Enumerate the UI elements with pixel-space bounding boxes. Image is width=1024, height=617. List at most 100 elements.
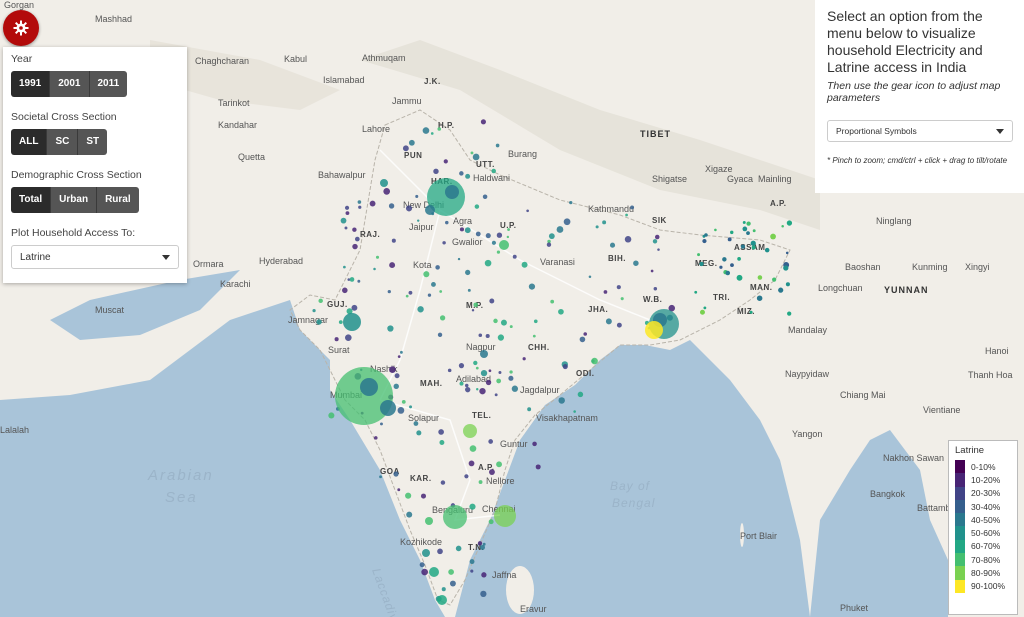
year-1991-button[interactable]: 1991: [11, 71, 51, 97]
city-label: Lalalah: [0, 425, 29, 435]
city-symbol[interactable]: [380, 400, 396, 416]
district-dot: [397, 355, 401, 358]
district-dot: [357, 279, 361, 283]
district-dot: [488, 439, 494, 444]
district-dot: [548, 233, 555, 240]
city-symbol[interactable]: [422, 549, 430, 557]
district-dot: [373, 267, 376, 271]
year-2001-button[interactable]: 2001: [50, 71, 90, 97]
map-type-select[interactable]: Proportional Symbols: [827, 120, 1013, 142]
district-dot: [464, 474, 469, 479]
district-dot: [408, 139, 415, 146]
city-label: Quetta: [238, 152, 265, 162]
district-dot: [343, 265, 346, 269]
city-label: Haldwani: [473, 173, 510, 183]
city-label: Jamnagar: [288, 315, 328, 325]
district-dot: [449, 580, 456, 587]
district-dot: [535, 464, 541, 470]
info-subtitle: Then use the gear icon to adjust map par…: [827, 80, 1001, 104]
societal-sc-button[interactable]: SC: [47, 129, 79, 155]
city-label: Jaffna: [492, 570, 516, 580]
legend-swatch: [955, 539, 965, 554]
city-label: Ormara: [193, 259, 224, 269]
district-dot: [482, 194, 488, 199]
city-label: Yangon: [792, 429, 822, 439]
district-dot: [697, 253, 701, 257]
district-dot: [387, 289, 391, 294]
city-label: Athmuqam: [362, 53, 406, 63]
city-label: Baoshan: [845, 262, 881, 272]
district-dot: [480, 119, 486, 125]
societal-all-button[interactable]: ALL: [11, 129, 48, 155]
district-dot: [344, 226, 348, 230]
district-dot: [393, 471, 399, 477]
demographic-urban-button[interactable]: Urban: [51, 187, 98, 213]
chevron-down-icon: [162, 254, 170, 260]
district-dot: [725, 270, 731, 276]
state-label: TEL.: [472, 411, 491, 420]
city-symbol[interactable]: [480, 350, 488, 358]
district-dot: [474, 204, 480, 209]
district-dot: [447, 368, 452, 373]
access-select[interactable]: Latrine: [11, 245, 179, 269]
district-dot: [406, 511, 413, 518]
city-symbol[interactable]: [343, 313, 361, 331]
access-select-value: Latrine: [20, 251, 51, 263]
district-dot: [786, 220, 793, 226]
legend-row: 80-90%: [955, 566, 1011, 580]
city-symbol[interactable]: [360, 378, 378, 396]
city-symbol[interactable]: [463, 424, 477, 438]
district-dot: [563, 218, 571, 226]
city-symbol[interactable]: [494, 505, 516, 527]
district-dot: [750, 240, 756, 246]
district-dot: [497, 334, 505, 341]
district-dot: [772, 277, 777, 282]
district-dot: [521, 261, 528, 268]
district-dot: [704, 233, 708, 237]
legend-label: 70-80%: [971, 554, 1001, 565]
label-bay-1: Bay of: [610, 479, 651, 493]
district-dot: [421, 568, 428, 576]
city-symbol[interactable]: [437, 595, 447, 605]
legend-row: 20-30%: [955, 486, 1011, 500]
year-2011-button[interactable]: 2011: [89, 71, 128, 97]
legend-swatch: [955, 526, 965, 540]
demographic-total-button[interactable]: Total: [11, 187, 52, 213]
district-dot: [469, 559, 475, 565]
city-symbol[interactable]: [335, 367, 393, 425]
district-dot: [470, 569, 474, 573]
legend-swatch: [955, 473, 965, 487]
city-label: Islamabad: [323, 75, 365, 85]
district-dot: [602, 220, 607, 225]
gear-button[interactable]: [3, 10, 39, 46]
city-label: Eravur: [520, 604, 547, 614]
legend-row: 60-70%: [955, 539, 1011, 554]
city-symbol[interactable]: [443, 505, 467, 529]
district-dot: [469, 445, 477, 452]
city-symbol[interactable]: [425, 205, 435, 215]
state-label: MEG.: [695, 259, 717, 268]
district-dot: [654, 234, 660, 240]
proportional-symbols[interactable]: [335, 178, 679, 605]
district-dot: [652, 239, 658, 244]
district-dot: [443, 159, 448, 164]
city-symbol[interactable]: [499, 240, 509, 250]
city-symbol[interactable]: [645, 321, 663, 339]
city-symbol[interactable]: [425, 517, 433, 525]
district-dot: [455, 545, 462, 552]
district-dot: [756, 295, 763, 301]
city-label: Visakhapatnam: [536, 413, 598, 423]
district-dot: [465, 386, 471, 393]
demographic-rural-button[interactable]: Rural: [97, 187, 139, 213]
city-symbol[interactable]: [380, 179, 388, 187]
district-dot: [475, 366, 479, 370]
city-symbol[interactable]: [429, 567, 439, 577]
district-dot: [694, 290, 698, 294]
district-dot: [512, 254, 517, 259]
city-symbol[interactable]: [445, 185, 459, 199]
district-dot: [459, 227, 465, 232]
district-dot: [558, 308, 564, 315]
district-dot: [714, 228, 717, 232]
district-dot: [506, 235, 510, 239]
societal-st-button[interactable]: ST: [78, 129, 108, 155]
